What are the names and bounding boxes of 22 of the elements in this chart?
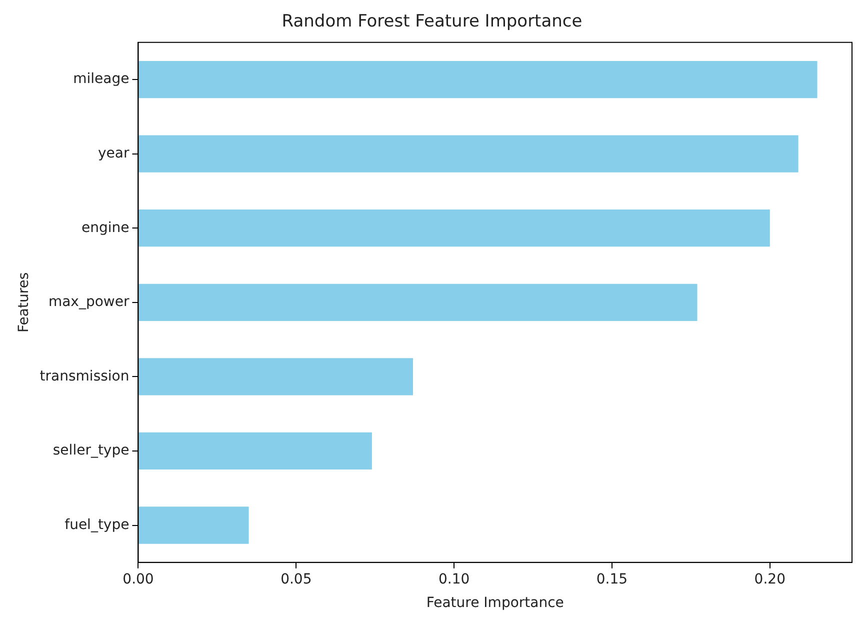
y-tick-label: fuel_type xyxy=(64,516,130,533)
bar xyxy=(138,135,798,172)
y-tick-label: engine xyxy=(81,220,130,236)
y-axis-title: Features xyxy=(16,272,32,332)
bar xyxy=(138,284,698,321)
bar xyxy=(138,432,372,470)
bar xyxy=(138,506,249,544)
x-tick-label: 0.00 xyxy=(122,571,154,588)
y-tick-label: mileage xyxy=(73,71,130,88)
x-tick-label: 0.10 xyxy=(438,571,470,588)
bar xyxy=(138,210,770,247)
y-tick-label: transmission xyxy=(40,368,130,384)
y-tick-label: max_power xyxy=(48,294,130,310)
x-tick-label: 0.05 xyxy=(280,571,312,588)
y-tick-label: year xyxy=(98,145,130,162)
x-tick-label: 0.15 xyxy=(596,571,628,588)
y-tick-label: seller_type xyxy=(52,442,130,459)
x-axis-title: Feature Importance xyxy=(426,595,564,612)
bar xyxy=(138,358,414,396)
x-tick-label: 0.20 xyxy=(754,571,786,588)
chart-title: Random Forest Feature Importance xyxy=(282,12,582,32)
bar xyxy=(138,60,818,98)
